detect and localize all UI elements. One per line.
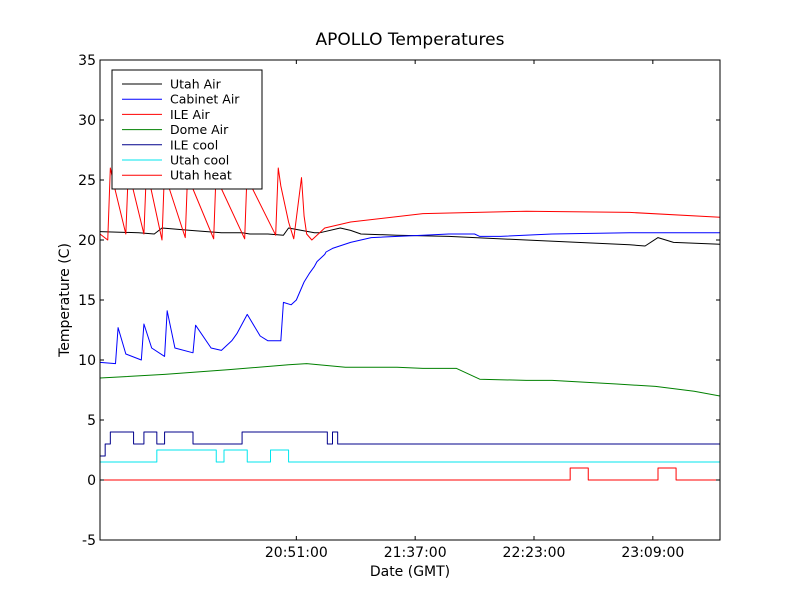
x-tick-label: 22:23:00 <box>503 545 566 561</box>
legend-label: Cabinet Air <box>170 92 240 107</box>
y-tick-label: 0 <box>87 473 96 489</box>
y-tick-label: 5 <box>87 413 96 429</box>
x-tick-label: 23:09:00 <box>621 545 684 561</box>
x-tick-label: 20:51:00 <box>265 545 328 561</box>
y-tick-label: 35 <box>78 53 96 69</box>
series-line-utah-cool <box>100 449 720 463</box>
y-tick-label: 25 <box>78 173 96 189</box>
legend-label: Dome Air <box>170 122 229 137</box>
y-tick-label: 15 <box>78 293 96 309</box>
legend-label: ILE Air <box>170 107 211 122</box>
legend-label: Utah Air <box>170 77 222 92</box>
legend-label: Utah cool <box>170 153 229 168</box>
y-tick-label: 20 <box>78 233 96 249</box>
legend-label: ILE cool <box>170 137 218 152</box>
series-line-utah-heat <box>100 467 720 481</box>
chart-title: APOLLO Temperatures <box>316 30 505 50</box>
y-tick-label: 10 <box>78 353 96 369</box>
series-line-cabinet-air <box>100 232 720 365</box>
legend-label: Utah heat <box>170 168 232 183</box>
y-axis-label: Temperature (C) <box>57 243 73 358</box>
series-line-dome-air <box>100 363 720 397</box>
x-axis-label: Date (GMT) <box>370 564 450 580</box>
x-tick-label: 21:37:00 <box>384 545 447 561</box>
tick-layer: -5 0 5 10 15 20 25 30 35 20:51:00 21:37:00 22:23:00… <box>78 53 720 561</box>
series-line-ile-cool <box>100 431 720 457</box>
y-tick-label: -5 <box>82 533 96 549</box>
y-tick-label: 30 <box>78 113 96 129</box>
series-line-utah-air <box>100 227 720 247</box>
